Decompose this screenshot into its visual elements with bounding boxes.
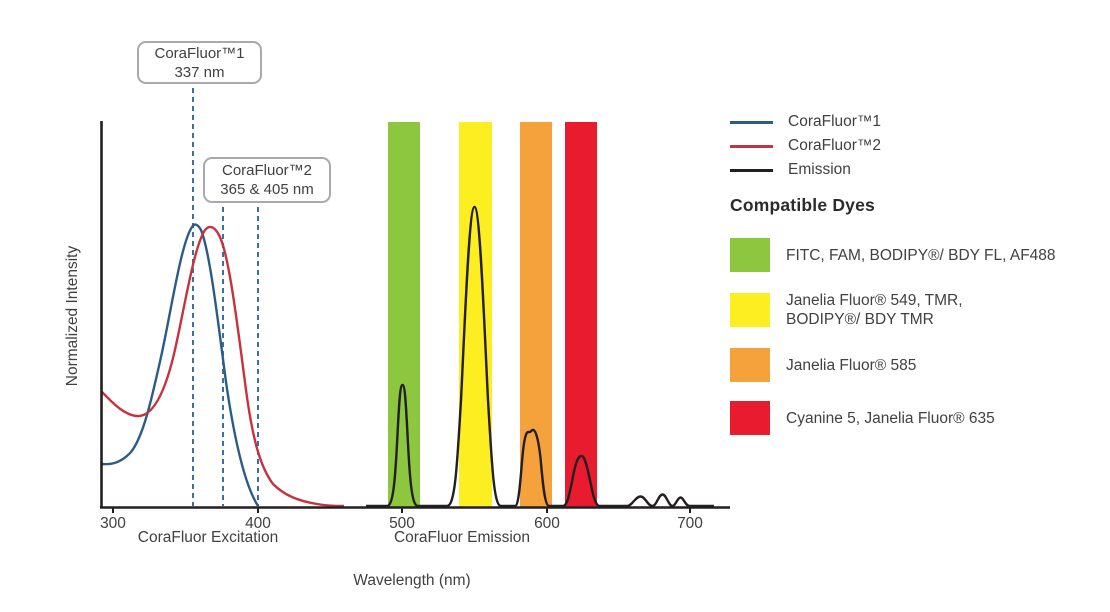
dye-label: Janelia Fluor® 585 — [786, 356, 916, 375]
y-axis-title: Normalized Intensity — [64, 246, 81, 387]
callout-corafluor2-title: CoraFluor™2 — [221, 162, 313, 179]
corafluor2-excitation-curve — [100, 225, 345, 508]
x-tick-label: 300 — [100, 515, 126, 532]
x-tick-label: 700 — [677, 515, 703, 532]
emission-band-orange — [520, 122, 552, 507]
dye-label-line: Cyanine 5, Janelia Fluor® 635 — [786, 409, 995, 427]
yellow-dye-swatch — [730, 293, 770, 327]
dye-row-yellow: Janelia Fluor® 549, TMR, BODIPY®/ BDY TM… — [730, 291, 1105, 329]
dye-label-line: BODIPY®/ BDY TMR — [786, 311, 934, 328]
corafluor1-excitation-curve — [100, 223, 260, 507]
legend-series-corafluor2: CoraFluor™2 — [730, 134, 1105, 158]
callout-corafluor1-title: CoraFluor™1 — [154, 44, 245, 62]
emission-section-label: CoraFluor Emission — [394, 529, 530, 546]
corafluor1-line-swatch — [730, 120, 773, 124]
callout-corafluor2: CoraFluor™2 365 & 405 nm — [203, 157, 331, 203]
x-axis-title: Wavelength (nm) — [353, 572, 470, 589]
legend-series-corafluor1: CoraFluor™1 — [730, 110, 1105, 134]
dye-label: Cyanine 5, Janelia Fluor® 635 — [786, 409, 995, 428]
red-dye-swatch — [730, 401, 770, 435]
legend-panel: CoraFluor™1 CoraFluor™2 Emission Compati… — [730, 110, 1105, 454]
emission-curve — [366, 205, 714, 508]
legend-series-label: CoraFluor™2 — [788, 137, 882, 154]
dye-label-line: FITC, FAM, BODIPY®/ BDY FL, AF488 — [786, 246, 1056, 264]
legend-series-label: Emission — [788, 161, 851, 178]
x-tick-label: 500 — [389, 515, 415, 532]
orange-dye-swatch — [730, 348, 770, 382]
dye-label: Janelia Fluor® 549, TMR, BODIPY®/ BDY TM… — [786, 291, 963, 329]
green-dye-swatch — [730, 238, 770, 272]
dye-label-line: Janelia Fluor® 585 — [786, 356, 917, 374]
compatible-dyes-list: FITC, FAM, BODIPY®/ BDY FL, AF488 Janeli… — [730, 238, 1105, 435]
dye-label: FITC, FAM, BODIPY®/ BDY FL, AF488 — [786, 246, 1056, 265]
dye-row-orange: Janelia Fluor® 585 — [730, 348, 1105, 382]
emission-band-red — [565, 122, 597, 507]
callout-corafluor1: CoraFluor™1 337 nm — [137, 41, 262, 84]
x-tick-label: 600 — [534, 515, 560, 532]
corafluor2-line-swatch — [730, 144, 773, 148]
callout-corafluor2-value: 365 & 405 nm — [220, 181, 314, 198]
emission-line-swatch — [730, 168, 773, 172]
callout-corafluor1-value: 337 nm — [174, 63, 225, 81]
legend-series-label: CoraFluor™1 — [788, 113, 882, 130]
compatible-dyes-heading: Compatible Dyes — [730, 195, 875, 215]
dye-row-green: FITC, FAM, BODIPY®/ BDY FL, AF488 — [730, 238, 1105, 272]
dye-row-red: Cyanine 5, Janelia Fluor® 635 — [730, 401, 1105, 435]
excitation-section-label: CoraFluor Excitation — [138, 529, 278, 546]
emission-band-green — [388, 122, 420, 507]
legend-series-emission: Emission — [730, 158, 1105, 182]
dye-label-line: Janelia Fluor® 549, TMR, — [786, 292, 963, 309]
x-tick-label: 400 — [245, 515, 271, 532]
